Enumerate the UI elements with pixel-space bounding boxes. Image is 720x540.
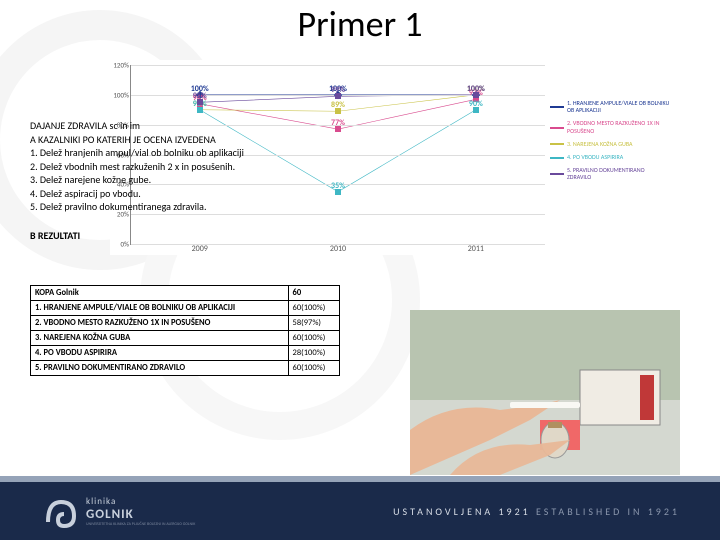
text-line: 4. Delež aspiracij po vbodu. <box>30 188 330 201</box>
logo-subtitle: UNIVERZITETNA KLINIKA ZA PLJUČNE BOLEZNI… <box>86 522 195 527</box>
footer-logo: klinika GOLNIK UNIVERZITETNA KLINIKA ZA … <box>40 490 195 532</box>
description-text: DAJANJE ZDRAVILA sc in im A KAZALNIKI PO… <box>30 120 330 243</box>
footer-established: USTANOVLJENA 1921 ESTABLISHED IN 1921 <box>393 505 680 518</box>
text-line: 3. Delež narejene kožne gube. <box>30 174 330 187</box>
chart-legend: 1. HRANJENE AMPULE/VIALE OB BOLNIKU OB A… <box>550 100 670 188</box>
results-table: KOPA Golnik601. HRANJENE AMPULE/VIALE OB… <box>30 285 340 376</box>
photo-illustration <box>410 310 680 475</box>
footer-bar: klinika GOLNIK UNIVERZITETNA KLINIKA ZA … <box>0 482 720 540</box>
text-line: 5. Delež pravilno dokumentiranega zdravi… <box>30 201 330 214</box>
page-title: Primer 1 <box>0 2 720 46</box>
text-line: 2. Delež vbodnih mest razkuženih 2 x in … <box>30 161 330 174</box>
text-line: DAJANJE ZDRAVILA sc in im <box>30 120 330 133</box>
text-line: 1. Delež hranjenih ampul/vial ob bolniku… <box>30 147 330 160</box>
logo-text-bottom: GOLNIK <box>86 507 195 522</box>
est-grey: ESTABLISHED IN 1921 <box>536 505 680 518</box>
est-white: USTANOVLJENA 1921 <box>393 505 531 518</box>
logo-icon <box>40 490 82 532</box>
text-line: A KAZALNIKI PO KATERIH JE OCENA IZVEDENA <box>30 134 330 147</box>
results-heading: B REZULTATI <box>30 230 330 243</box>
logo-text-top: klinika <box>86 496 195 507</box>
